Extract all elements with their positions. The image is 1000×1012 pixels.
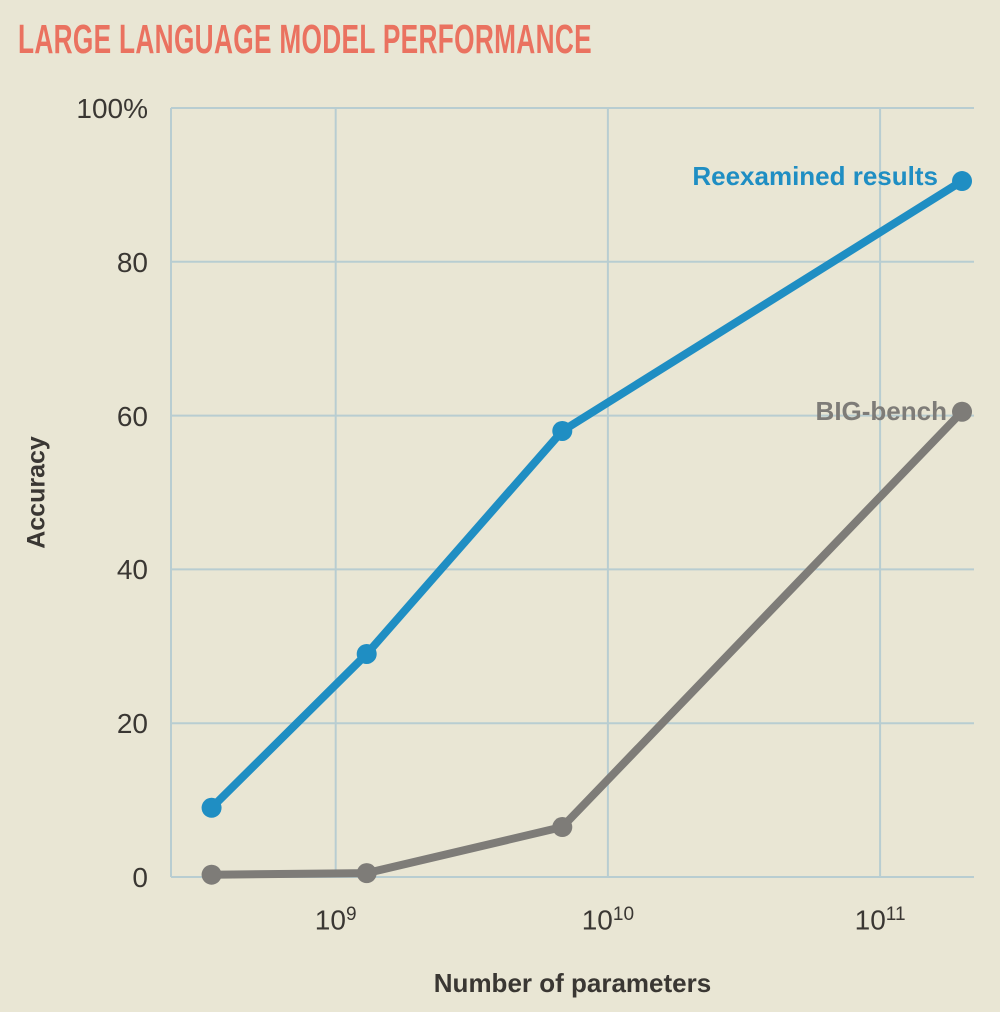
x-tick-label: 1011: [810, 896, 950, 938]
data-point-gray: [952, 401, 973, 422]
y-axis-title: Accuracy: [22, 436, 51, 549]
data-point-blue: [952, 171, 973, 192]
data-point-blue: [201, 797, 222, 818]
x-tick-label: 1010: [538, 896, 678, 938]
y-tick-label: 100%: [76, 93, 148, 124]
y-tick-label: 20: [116, 708, 148, 740]
x-axis-title: Number of parameters: [433, 968, 712, 998]
x-tick-label: 109: [266, 896, 406, 938]
data-point-gray: [201, 864, 222, 885]
x-tick-exponent: 10: [612, 904, 635, 925]
series-line-blue: [207, 177, 967, 812]
y-tick-label: 60: [116, 400, 148, 432]
series-label-big-bench: BIG-bench: [815, 396, 947, 426]
data-point-gray: [552, 817, 573, 838]
x-tick-base: 10: [314, 904, 346, 936]
y-tick-label: 80: [116, 246, 148, 278]
series-label-reexamined-results: Reexamined results: [692, 161, 938, 191]
x-tick-exponent: 9: [345, 904, 357, 925]
x-tick-base: 10: [854, 904, 886, 936]
chart-title: LARGE LANGUAGE MODEL PERFORMANCE: [18, 16, 592, 62]
x-tick-exponent: 11: [885, 904, 906, 925]
data-point-blue: [356, 643, 377, 664]
y-tick-label: 40: [116, 554, 148, 586]
x-tick-base: 10: [581, 904, 613, 936]
data-point-blue: [552, 420, 573, 441]
y-tick-label: 0: [132, 862, 148, 893]
series-line-gray: [207, 407, 967, 879]
data-point-gray: [356, 863, 377, 884]
